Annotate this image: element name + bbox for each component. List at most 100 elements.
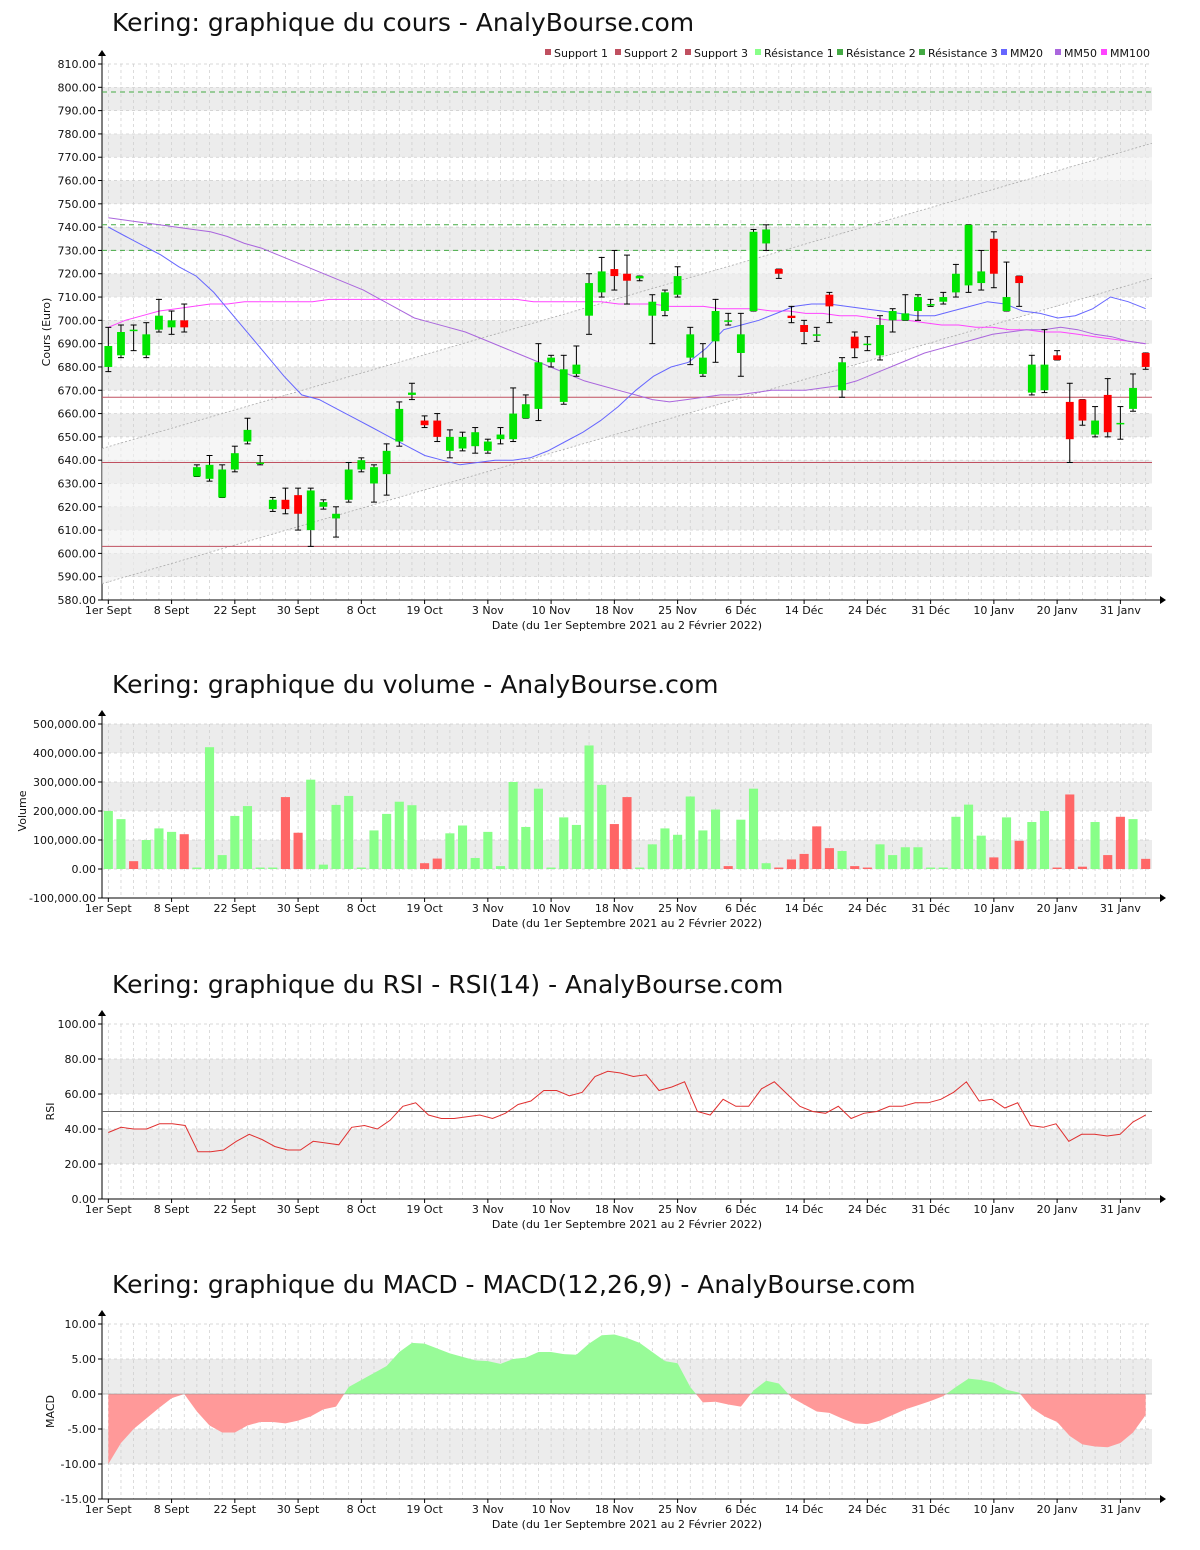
- macd-positive-area: [108, 1334, 1146, 1394]
- volume-bar: [1027, 822, 1037, 869]
- x-tick-label: 6 Déc: [725, 902, 757, 915]
- candle-body: [825, 294, 834, 307]
- candle-body: [129, 329, 138, 332]
- legend-swatch: [685, 49, 691, 55]
- x-tick-label: 24 Déc: [848, 902, 887, 915]
- x-tick-label: 8 Sept: [154, 902, 190, 915]
- y-axis-arrow-icon: [98, 710, 106, 716]
- x-tick-label: 25 Nov: [658, 1503, 697, 1516]
- volume-bar: [318, 864, 328, 869]
- candle-body: [268, 499, 277, 510]
- candle-body: [104, 345, 113, 367]
- x-tick-label: 8 Sept: [154, 604, 190, 617]
- candle-body: [698, 357, 707, 374]
- x-axis-label: Date (du 1er Septembre 2021 au 2 Février…: [492, 619, 762, 632]
- x-axis-arrow-icon: [1160, 1195, 1166, 1203]
- candle-body: [1040, 364, 1049, 391]
- candle-body: [256, 462, 265, 465]
- volume-bar: [698, 830, 708, 869]
- candle-body: [914, 297, 922, 312]
- candle-body: [230, 453, 239, 470]
- x-tick-label: 18 Nov: [595, 902, 634, 915]
- volume-bar: [824, 848, 834, 869]
- candle-body: [370, 467, 378, 484]
- volume-bar: [268, 867, 278, 869]
- y-tick-label: 630.00: [58, 477, 97, 490]
- volume-bar: [976, 835, 986, 869]
- candle-body: [218, 469, 227, 498]
- y-tick-label: 810.00: [58, 58, 97, 71]
- volume-bar: [1115, 816, 1125, 869]
- rsi-chart-title: Kering: graphique du RSI - RSI(14) - Ana…: [112, 970, 784, 999]
- candle-body: [989, 238, 998, 274]
- mm50-line: [108, 217, 1146, 403]
- candle-body: [521, 404, 530, 419]
- y-tick-label: 610.00: [58, 524, 97, 537]
- volume-bar: [394, 801, 404, 869]
- volume-bar: [584, 745, 594, 869]
- x-axis-label: Date (du 1er Septembre 2021 au 2 Février…: [492, 917, 762, 930]
- x-tick-label: 31 Déc: [911, 604, 950, 617]
- candle-body: [483, 441, 492, 451]
- x-tick-label: 31 Déc: [911, 1503, 950, 1516]
- y-tick-label: 300,000.00: [33, 776, 96, 789]
- candle-body: [281, 499, 290, 510]
- grid-band: [102, 506, 1152, 531]
- candle-body: [686, 334, 695, 358]
- candle-body: [673, 276, 682, 295]
- y-axis-label: Cours (Euro): [40, 298, 53, 367]
- x-tick-label: 10 Janv: [973, 902, 1014, 915]
- x-tick-label: 30 Sept: [277, 902, 320, 915]
- volume-bar: [420, 863, 430, 869]
- y-tick-label: 690.00: [58, 338, 97, 351]
- x-tick-label: 18 Nov: [595, 1503, 634, 1516]
- legend-swatch: [755, 49, 761, 55]
- volume-bar: [964, 804, 974, 869]
- volume-bar: [989, 857, 999, 869]
- x-tick-label: 22 Sept: [214, 1203, 257, 1216]
- volume-bar: [1077, 866, 1087, 869]
- candle-body: [749, 231, 758, 312]
- y-tick-label: 400,000.00: [33, 747, 96, 760]
- volume-bar: [1141, 858, 1151, 869]
- volume-bar: [685, 796, 695, 869]
- candle-body: [939, 297, 948, 302]
- volume-bar: [938, 867, 948, 869]
- x-tick-label: 30 Sept: [277, 1503, 320, 1516]
- y-tick-label: 500,000.00: [33, 718, 96, 731]
- candle-body: [117, 332, 125, 356]
- volume-bar: [533, 788, 543, 869]
- volume-bar: [913, 847, 923, 869]
- candle-body: [888, 311, 897, 321]
- candle-body: [458, 436, 467, 449]
- y-tick-label: 640.00: [58, 454, 97, 467]
- volume-bar: [862, 867, 872, 869]
- x-tick-label: 22 Sept: [214, 1503, 257, 1516]
- legend-item: Résistance 1: [764, 47, 834, 60]
- candle-body: [850, 336, 859, 349]
- volume-bar: [635, 867, 645, 869]
- volume-bar: [888, 855, 898, 869]
- candle-body: [610, 269, 619, 277]
- trend-channel-area: [102, 143, 1152, 584]
- candle-body: [1065, 401, 1074, 440]
- price-chart-title: Kering: graphique du cours - AnalyBourse…: [112, 8, 695, 37]
- x-tick-label: 19 Oct: [406, 1203, 443, 1216]
- volume-bar: [647, 844, 657, 869]
- x-tick-label: 24 Déc: [848, 604, 887, 617]
- y-tick-label: 650.00: [58, 431, 97, 444]
- candle-body: [1078, 399, 1087, 421]
- y-tick-label: 580.00: [58, 594, 97, 607]
- candle-body: [1116, 422, 1125, 425]
- x-tick-label: 1er Sept: [85, 1503, 133, 1516]
- volume-bar: [546, 867, 556, 869]
- x-tick-label: 8 Oct: [347, 1203, 377, 1216]
- volume-panel: Kering: graphique du volume - AnalyBours…: [0, 660, 1200, 950]
- rsi-line: [108, 1070, 1146, 1153]
- x-tick-label: 31 Déc: [911, 1203, 950, 1216]
- legend-swatch: [919, 49, 925, 55]
- y-tick-label: 670.00: [58, 384, 97, 397]
- x-tick-label: 22 Sept: [214, 902, 257, 915]
- volume-bar: [1090, 822, 1100, 869]
- x-tick-label: 8 Sept: [154, 1203, 190, 1216]
